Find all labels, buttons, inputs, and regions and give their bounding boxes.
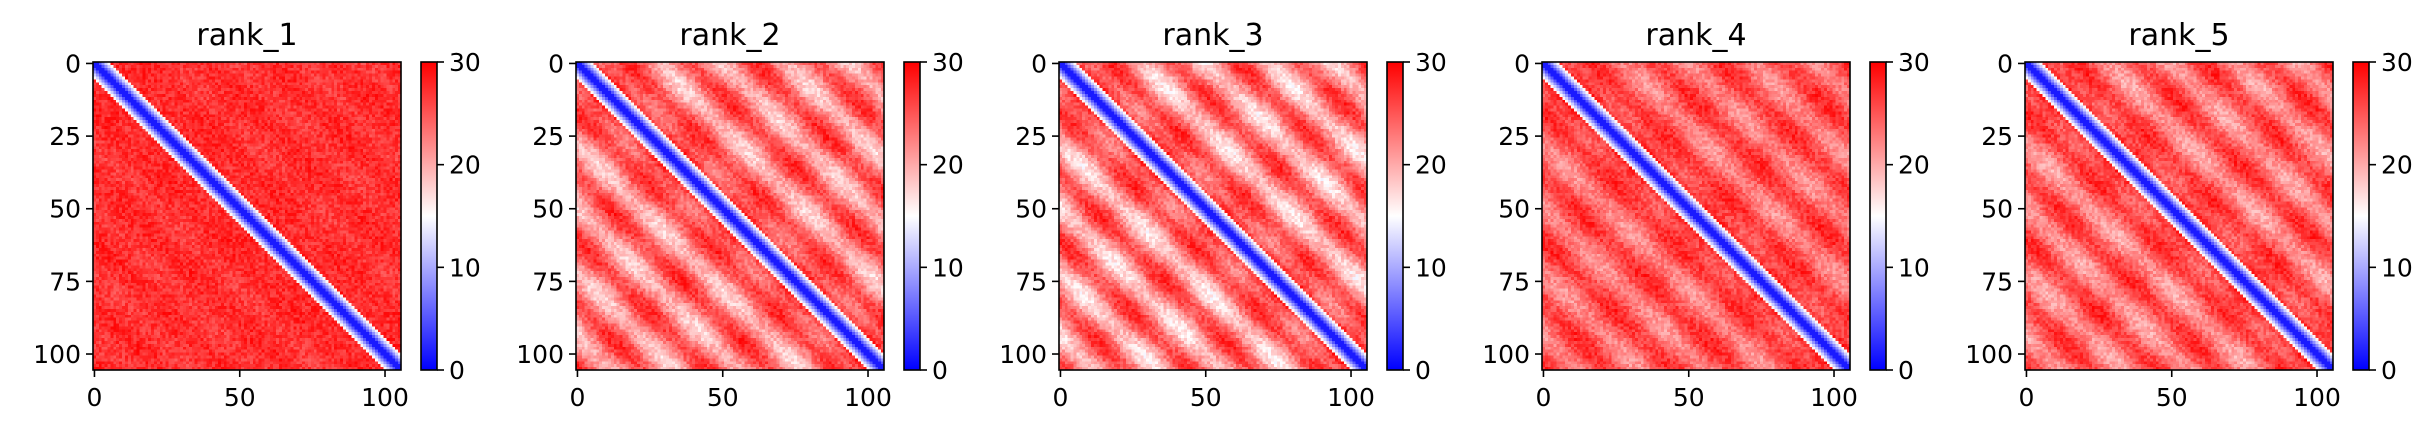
panel-title: rank_3 xyxy=(1162,18,1263,53)
y-tick-label: 50 xyxy=(49,195,81,224)
colorbar-tick-label: 0 xyxy=(449,356,465,385)
y-tick-label: 25 xyxy=(49,122,81,151)
colorbar xyxy=(1870,62,1886,370)
y-tick-label: 100 xyxy=(33,340,81,369)
colorbar-tick-label: 30 xyxy=(2381,48,2413,77)
y-tick-label: 100 xyxy=(999,340,1047,369)
y-tick-label: 0 xyxy=(1997,49,2013,78)
colorbar xyxy=(2353,62,2369,370)
colorbar-tick-label: 10 xyxy=(932,253,964,282)
y-tick-label: 75 xyxy=(1498,267,1530,296)
plot-frame xyxy=(92,61,402,371)
y-tick-label: 100 xyxy=(1965,340,2013,369)
colorbar-tick-label: 20 xyxy=(932,151,964,180)
colorbar-tick-label: 20 xyxy=(449,151,481,180)
x-tick-label: 50 xyxy=(2156,383,2188,412)
y-tick-label: 75 xyxy=(1981,267,2013,296)
colorbar-frame xyxy=(2352,61,2370,371)
x-tick-label: 0 xyxy=(2018,383,2034,412)
x-tick-label: 50 xyxy=(224,383,256,412)
y-tick-label: 75 xyxy=(532,267,564,296)
x-tick-label: 100 xyxy=(844,383,892,412)
y-tick-label: 0 xyxy=(548,49,564,78)
colorbar-tick-label: 10 xyxy=(1415,253,1447,282)
heatmap-image xyxy=(2025,62,2333,370)
y-tick-label: 25 xyxy=(1015,122,1047,151)
y-tick-label: 75 xyxy=(49,267,81,296)
x-tick-label: 0 xyxy=(569,383,585,412)
colorbar-tick-label: 0 xyxy=(932,356,948,385)
colorbar xyxy=(421,62,437,370)
heatmap-image xyxy=(1542,62,1850,370)
colorbar-tick-label: 30 xyxy=(449,48,481,77)
heatmap-image xyxy=(1059,62,1367,370)
x-tick-label: 0 xyxy=(1535,383,1551,412)
y-tick-label: 0 xyxy=(1031,49,1047,78)
y-tick-label: 75 xyxy=(1015,267,1047,296)
colorbar-frame xyxy=(1386,61,1404,371)
y-tick-label: 50 xyxy=(1981,195,2013,224)
x-tick-label: 0 xyxy=(1052,383,1068,412)
colorbar-tick-label: 20 xyxy=(1898,151,1930,180)
plot-frame xyxy=(575,61,885,371)
panel-title: rank_1 xyxy=(196,18,297,53)
colorbar xyxy=(904,62,920,370)
x-tick-label: 100 xyxy=(1327,383,1375,412)
y-tick-label: 100 xyxy=(1482,340,1530,369)
plot-frame xyxy=(1541,61,1851,371)
heatmap-image xyxy=(576,62,884,370)
colorbar-tick-label: 20 xyxy=(1415,151,1447,180)
colorbar-tick-label: 10 xyxy=(449,253,481,282)
y-tick-label: 25 xyxy=(1981,122,2013,151)
x-tick-label: 100 xyxy=(2293,383,2341,412)
y-tick-label: 0 xyxy=(65,49,81,78)
colorbar-frame xyxy=(1869,61,1887,371)
x-tick-label: 50 xyxy=(1673,383,1705,412)
colorbar-frame xyxy=(420,61,438,371)
panel-title: rank_5 xyxy=(2128,18,2229,53)
plot-frame xyxy=(2024,61,2334,371)
x-tick-label: 50 xyxy=(707,383,739,412)
x-tick-label: 100 xyxy=(361,383,409,412)
panel-title: rank_4 xyxy=(1645,18,1746,53)
y-tick-label: 50 xyxy=(532,195,564,224)
x-tick-label: 0 xyxy=(86,383,102,412)
heatmap-image xyxy=(93,62,401,370)
colorbar-tick-label: 10 xyxy=(1898,253,1930,282)
x-tick-label: 100 xyxy=(1810,383,1858,412)
colorbar-tick-label: 30 xyxy=(1898,48,1930,77)
colorbar-tick-label: 20 xyxy=(2381,151,2413,180)
colorbar-tick-label: 10 xyxy=(2381,253,2413,282)
colorbar-tick-label: 30 xyxy=(932,48,964,77)
y-tick-label: 50 xyxy=(1498,195,1530,224)
plot-frame xyxy=(1058,61,1368,371)
colorbar-tick-label: 0 xyxy=(1898,356,1914,385)
colorbar-tick-label: 30 xyxy=(1415,48,1447,77)
colorbar-tick-label: 0 xyxy=(1415,356,1431,385)
colorbar-tick-label: 0 xyxy=(2381,356,2397,385)
y-tick-label: 25 xyxy=(1498,122,1530,151)
y-tick-label: 100 xyxy=(516,340,564,369)
x-tick-label: 50 xyxy=(1190,383,1222,412)
y-tick-label: 25 xyxy=(532,122,564,151)
colorbar xyxy=(1387,62,1403,370)
y-tick-label: 50 xyxy=(1015,195,1047,224)
y-tick-label: 0 xyxy=(1514,49,1530,78)
colorbar-frame xyxy=(903,61,921,371)
panel-title: rank_2 xyxy=(679,18,780,53)
